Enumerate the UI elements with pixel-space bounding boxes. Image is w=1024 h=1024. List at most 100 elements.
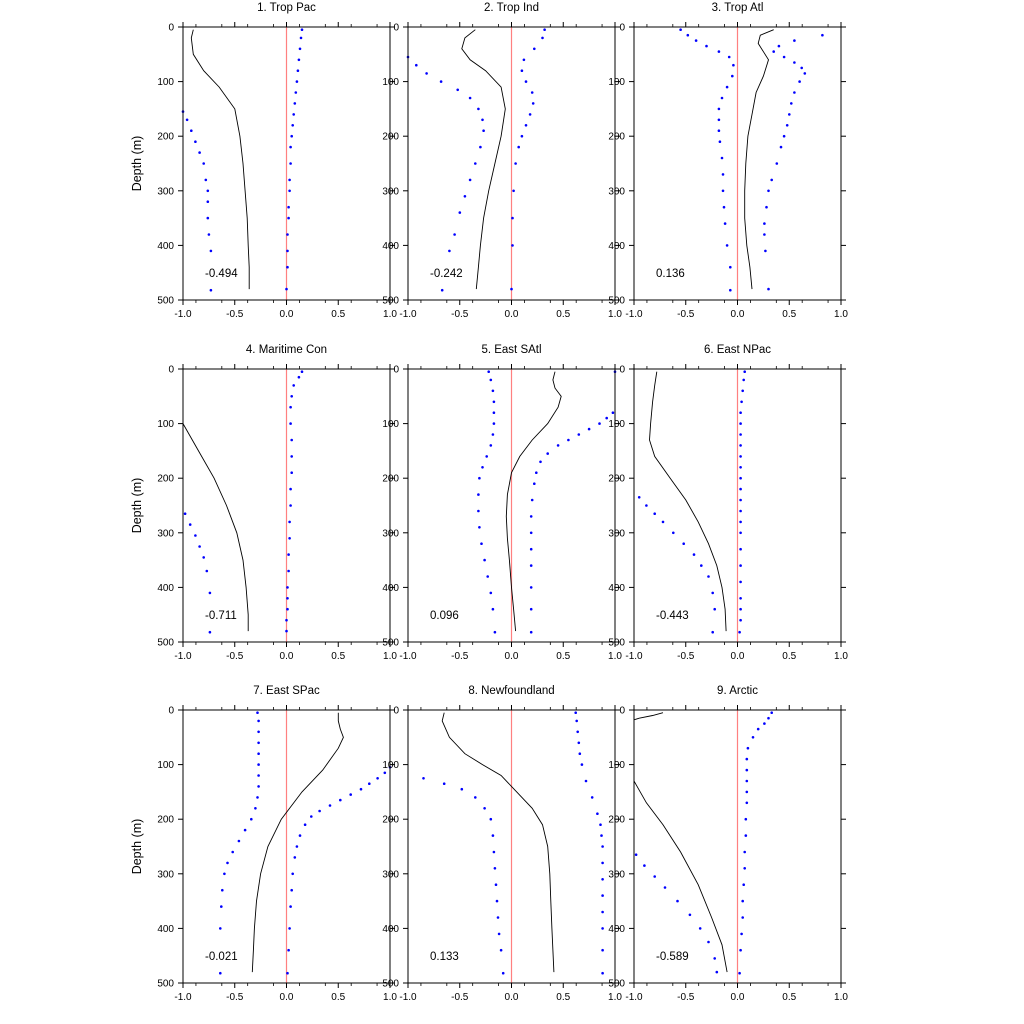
data-point [257, 774, 260, 777]
y-tick-label: 0 [619, 365, 625, 376]
data-point [821, 33, 824, 37]
data-point [489, 444, 493, 447]
data-point [194, 140, 197, 143]
data-point [793, 39, 796, 42]
data-point [295, 80, 299, 83]
panel-title: 4. Maritime Con [246, 344, 327, 356]
data-point [453, 233, 456, 236]
data-point [740, 400, 743, 404]
data-point [491, 607, 495, 611]
data-point [741, 916, 744, 919]
data-point [788, 113, 791, 116]
data-point [782, 55, 786, 59]
y-tick-label: 300 [382, 869, 399, 880]
data-point [294, 91, 298, 94]
data-point [705, 44, 708, 48]
data-point [524, 80, 528, 83]
y-tick-label: 200 [382, 474, 399, 485]
correlation-value: -0.494 [205, 268, 238, 280]
y-tick-label: 0 [393, 706, 399, 717]
correlation-value: -0.242 [430, 268, 463, 280]
data-point [486, 575, 490, 578]
series-dots [637, 496, 716, 611]
data-point [741, 389, 744, 393]
data-point [482, 129, 485, 132]
data-point [739, 476, 742, 480]
data-point [289, 487, 292, 491]
x-tick-label: 0.5 [331, 309, 345, 320]
y-tick-label: 400 [382, 924, 399, 935]
y-tick-label: 100 [608, 77, 625, 88]
x-tick-label: 1.0 [834, 309, 848, 320]
data-point [288, 178, 291, 182]
data-point [207, 233, 211, 236]
series-line [190, 29, 250, 290]
data-point [497, 932, 501, 936]
data-point [226, 861, 229, 865]
y-tick-label: 400 [608, 583, 625, 594]
x-tick-label: -0.5 [451, 309, 469, 320]
data-point [732, 63, 735, 67]
data-point [530, 498, 534, 502]
data-point [543, 28, 546, 32]
series-dots [510, 28, 546, 291]
data-point [529, 564, 533, 567]
x-tick-label: 0.5 [782, 992, 796, 1003]
data-point [202, 162, 205, 165]
data-point [721, 189, 725, 193]
data-point [208, 630, 212, 634]
data-point [489, 591, 493, 595]
y-tick-label: 300 [608, 528, 625, 539]
data-point [743, 850, 746, 854]
data-point [686, 33, 690, 37]
data-point [514, 162, 517, 165]
data-point [257, 730, 260, 734]
x-tick-label: -1.0 [625, 309, 643, 320]
data-point [742, 378, 745, 382]
data-point [663, 886, 667, 889]
data-point [739, 422, 742, 425]
data-point [679, 28, 682, 32]
data-point [492, 411, 496, 415]
data-point [756, 727, 760, 731]
data-point [511, 216, 514, 220]
y-tick-label: 100 [382, 760, 399, 771]
series-dots [286, 766, 392, 975]
data-point [763, 722, 766, 725]
data-point [204, 178, 208, 182]
data-point [601, 861, 604, 865]
data-point [601, 894, 604, 897]
data-point [481, 118, 484, 122]
data-point [492, 850, 496, 854]
data-point [496, 916, 500, 919]
series-dots [209, 288, 213, 292]
data-point [711, 591, 714, 595]
x-tick-label: 0.0 [505, 992, 519, 1003]
data-point [422, 777, 425, 780]
x-tick-label: -1.0 [625, 651, 643, 662]
data-point [739, 597, 742, 600]
x-tick-label: 0.5 [782, 309, 796, 320]
x-tick-label: 0.5 [782, 651, 796, 662]
x-tick-label: 0.5 [556, 309, 570, 320]
y-tick-label: 300 [608, 869, 625, 880]
data-point [790, 102, 793, 105]
x-tick-label: 0.0 [280, 309, 294, 320]
x-tick-label: -1.0 [174, 992, 192, 1003]
y-tick-label: 100 [382, 77, 399, 88]
x-tick-label: -0.5 [451, 992, 469, 1003]
data-point [460, 787, 464, 791]
data-point [645, 504, 648, 507]
data-point [529, 607, 533, 611]
data-point [286, 607, 289, 611]
series-dots [406, 55, 485, 253]
data-point [285, 618, 288, 622]
data-point [188, 523, 192, 526]
y-tick-label: 500 [382, 638, 399, 649]
series-line [461, 29, 506, 290]
y-tick-label: 100 [608, 760, 625, 771]
y-tick-label: 0 [393, 23, 399, 34]
data-point [463, 195, 467, 198]
x-tick-label: 1.0 [608, 651, 622, 662]
data-point [231, 850, 234, 854]
